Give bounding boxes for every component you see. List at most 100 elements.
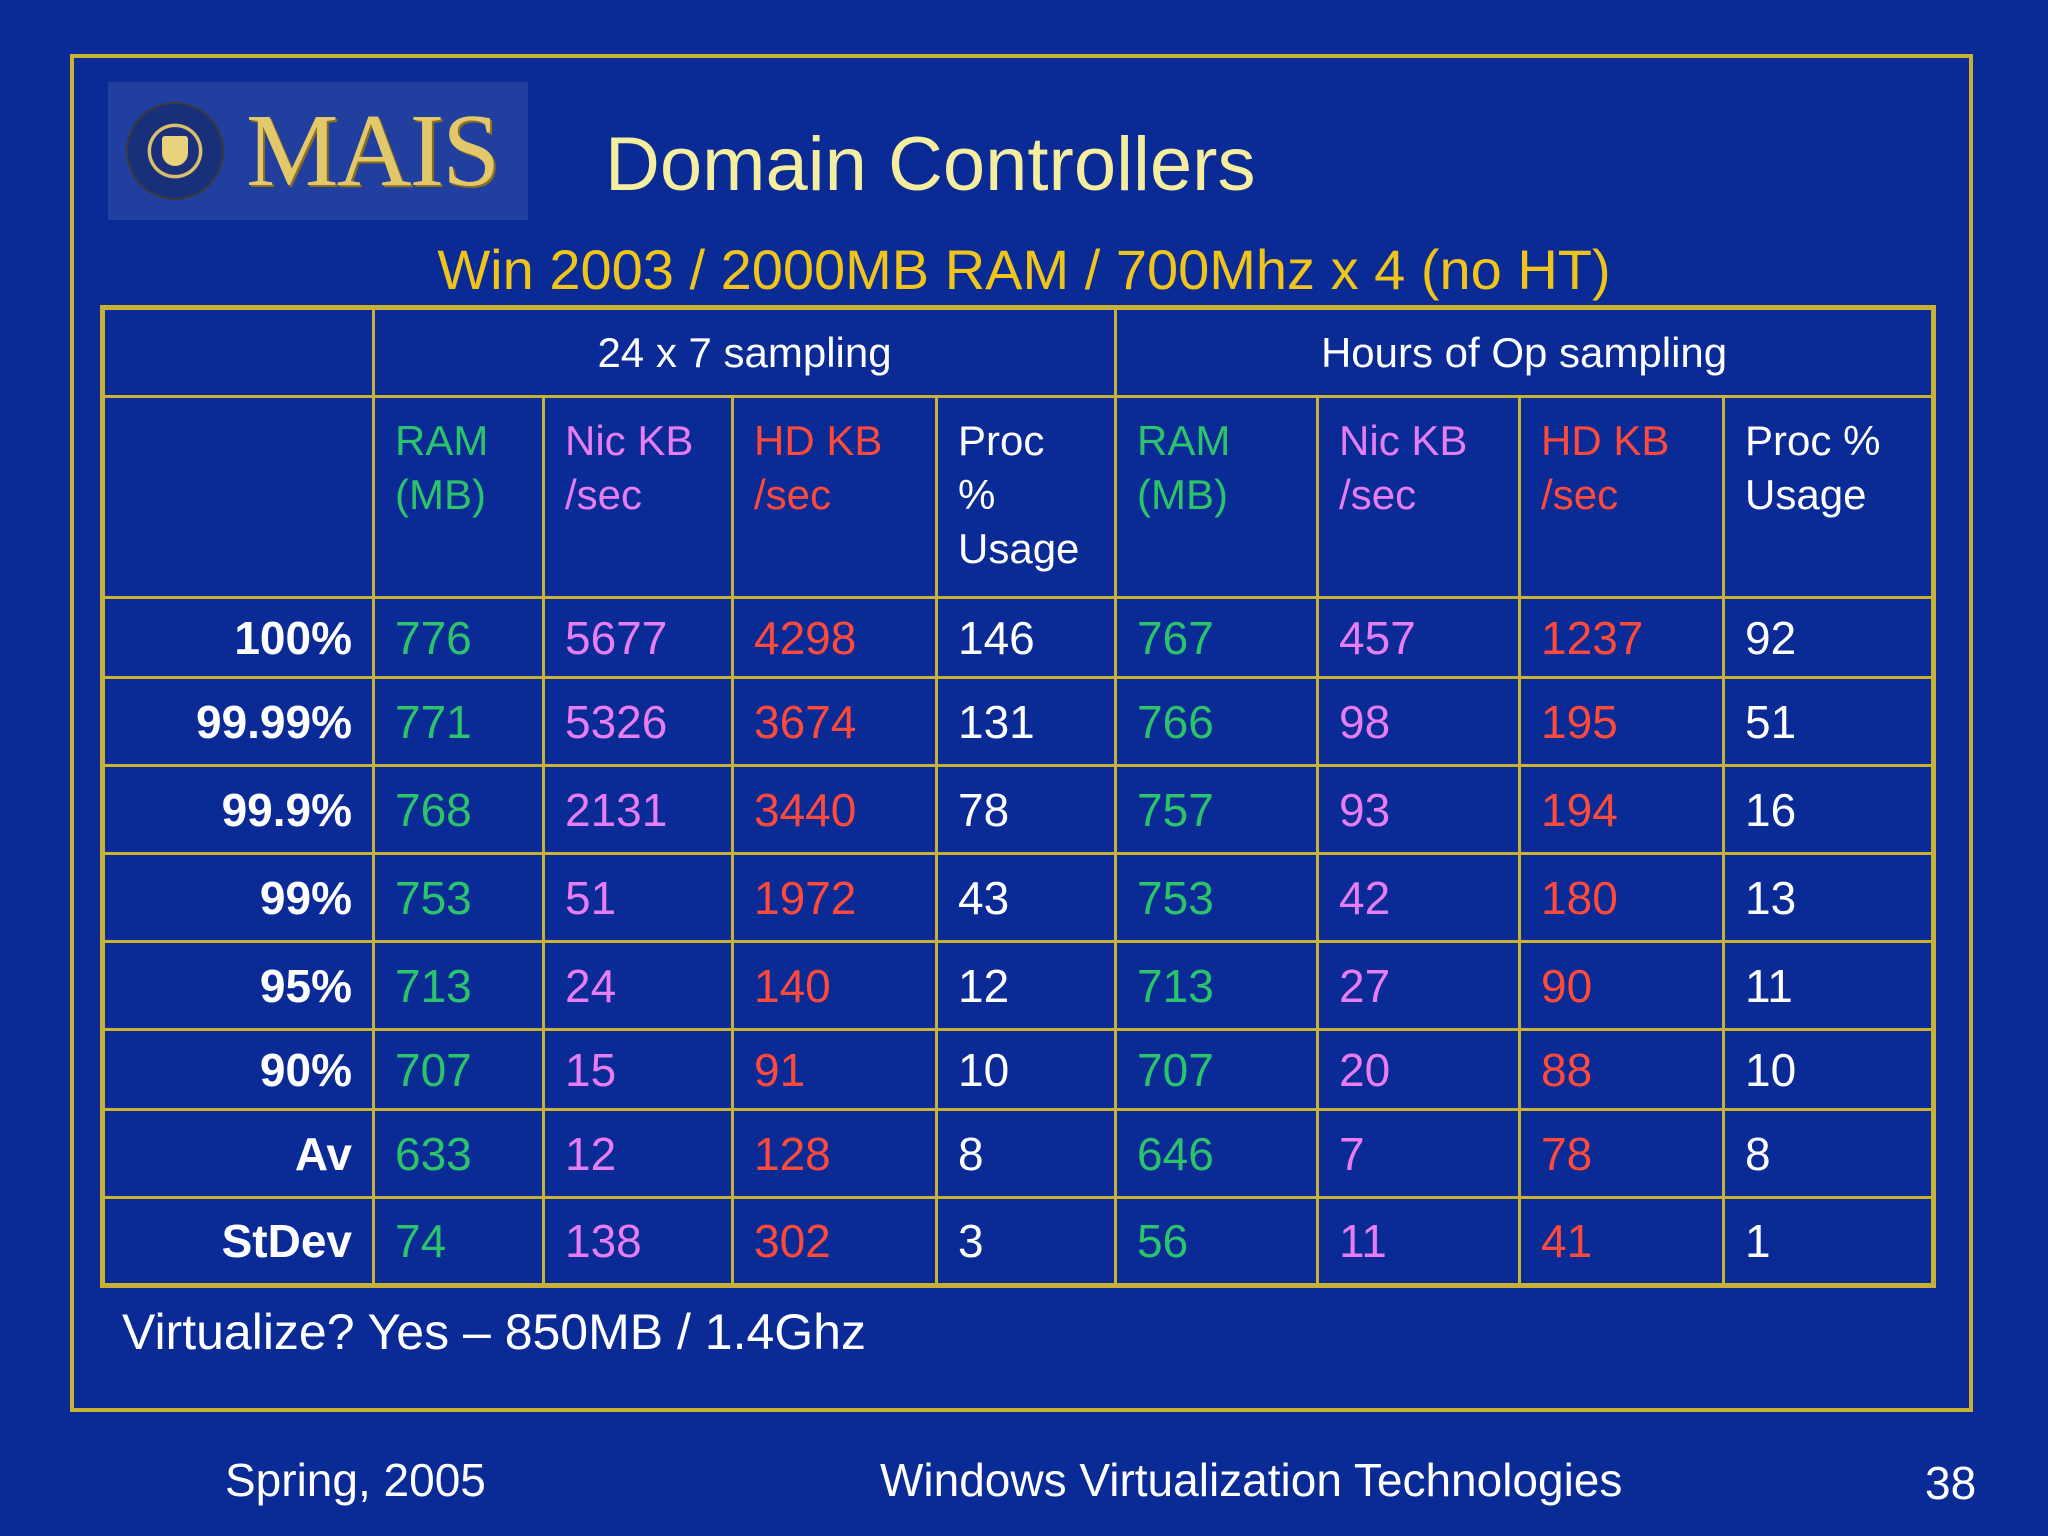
cell-proc-usage: 16 [1722,764,1936,855]
cell-nic-kb-sec: 93 [1316,764,1522,855]
cell-hd-kb-sec: 3440 [731,764,938,855]
cell-nic-kb-sec: 51 [542,852,734,943]
column-header-line: Usage [1745,471,1867,518]
column-header-proc-usage: Proc% Usage [934,395,1118,599]
cell-ram-mb: 56 [1114,1196,1320,1287]
cell-hd-kb-sec: 302 [731,1196,938,1287]
column-header-line: /sec [1541,471,1619,518]
cell-nic-kb-sec: 15 [542,1028,734,1111]
column-header-line: HD KB [754,417,883,464]
column-header-line: Nic KB [565,417,694,464]
cell-hd-kb-sec: 180 [1518,852,1726,943]
column-header-line: /sec [1339,471,1417,518]
table-row: 90% 707 15 91 10 707 20 88 10 [101,1028,1936,1111]
cell-hd-kb-sec: 194 [1518,764,1726,855]
column-header-line: Nic KB [1339,417,1468,464]
cell-nic-kb-sec: 138 [542,1196,734,1287]
column-header-proc-usage: Proc % Usage [1722,395,1936,599]
footer-presentation-title: Windows Virtualization Technologies [880,1454,1623,1506]
cell-ram-mb: 707 [372,1028,545,1111]
cell-proc-usage: 12 [934,940,1118,1031]
table-row: Av 633 12 128 8 646 7 78 8 [101,1108,1936,1199]
cell-hd-kb-sec: 1972 [731,852,938,943]
row-label: 99.9% [101,764,375,855]
metrics-table: 24 x 7 sampling Hours of Op sampling RAM… [100,305,1937,1288]
cell-hd-kb-sec: 195 [1518,676,1726,767]
table-row: 100% 776 5677 4298 146 767 457 1237 92 [101,596,1936,679]
cell-proc-usage: 10 [934,1028,1118,1111]
column-header-line: RAM [1137,417,1231,464]
column-header-ram-mb: RAM (MB) [1114,395,1320,599]
cell-hd-kb-sec: 128 [731,1108,938,1199]
cell-ram-mb: 713 [1114,940,1320,1031]
cell-nic-kb-sec: 2131 [542,764,734,855]
cell-nic-kb-sec: 7 [1316,1108,1522,1199]
cell-hd-kb-sec: 140 [731,940,938,1031]
cell-ram-mb: 757 [1114,764,1320,855]
cell-nic-kb-sec: 24 [542,940,734,1031]
cell-nic-kb-sec: 42 [1316,852,1522,943]
cell-ram-mb: 768 [372,764,545,855]
cell-nic-kb-sec: 11 [1316,1196,1522,1287]
corner-cell [101,306,375,398]
column-header-line: (MB) [1137,471,1229,518]
cell-ram-mb: 753 [1114,852,1320,943]
cell-nic-kb-sec: 5326 [542,676,734,767]
cell-ram-mb: 766 [1114,676,1320,767]
cell-ram-mb: 753 [372,852,545,943]
column-header-line: (MB) [395,471,486,518]
seal-shield-icon [162,136,188,166]
column-header-hd-kb-sec: HD KB/sec [1518,395,1726,599]
cell-ram-mb: 767 [1114,596,1320,679]
cell-ram-mb: 707 [1114,1028,1320,1111]
group-header-row: 24 x 7 sampling Hours of Op sampling [101,306,1936,398]
row-label: 99% [101,852,375,943]
table-row: 99% 753 51 1972 43 753 42 180 13 [101,852,1936,943]
cell-hd-kb-sec: 3674 [731,676,938,767]
footer-date: Spring, 2005 [225,1454,486,1506]
corner-cell [101,395,375,599]
cell-proc-usage: 10 [1722,1028,1936,1111]
cell-hd-kb-sec: 41 [1518,1196,1726,1287]
cell-nic-kb-sec: 5677 [542,596,734,679]
column-header-line: /sec [565,471,643,518]
page-number: 38 [1925,1457,1977,1509]
row-label: 100% [101,596,375,679]
column-header-line: Proc [958,417,1045,464]
cell-proc-usage: 3 [934,1196,1118,1287]
column-header-hd-kb-sec: HD KB/sec [731,395,938,599]
table-row: 99.9% 768 2131 3440 78 757 93 194 16 [101,764,1936,855]
cell-nic-kb-sec: 20 [1316,1028,1522,1111]
row-label: 95% [101,940,375,1031]
column-header-line: Proc % [1745,417,1881,464]
cell-proc-usage: 1 [1722,1196,1936,1287]
column-header-line: HD KB [1541,417,1670,464]
cell-nic-kb-sec: 27 [1316,940,1522,1031]
group-hours-of-op-header: Hours of Op sampling [1114,306,1936,398]
cell-proc-usage: 13 [1722,852,1936,943]
row-label: 90% [101,1028,375,1111]
cell-hd-kb-sec: 1237 [1518,596,1726,679]
cell-ram-mb: 776 [372,596,545,679]
cell-hd-kb-sec: 78 [1518,1108,1726,1199]
row-label: Av [101,1108,375,1199]
logo-wordmark: MAIS [246,93,500,208]
table-row: 95% 713 24 140 12 713 27 90 11 [101,940,1936,1031]
cell-proc-usage: 131 [934,676,1118,767]
column-header-ram-mb: RAM (MB) [372,395,545,599]
cell-proc-usage: 11 [1722,940,1936,1031]
cell-ram-mb: 713 [372,940,545,1031]
cell-nic-kb-sec: 457 [1316,596,1522,679]
cell-hd-kb-sec: 4298 [731,596,938,679]
cell-proc-usage: 146 [934,596,1118,679]
cell-ram-mb: 646 [1114,1108,1320,1199]
column-header-line: /sec [754,471,832,518]
virtualize-conclusion: Virtualize? Yes – 850MB / 1.4Ghz [122,1304,866,1360]
cell-hd-kb-sec: 88 [1518,1028,1726,1111]
column-header-line: % [958,471,996,518]
cell-proc-usage: 8 [934,1108,1118,1199]
group-24x7-header: 24 x 7 sampling [371,306,1118,398]
column-header-line: RAM [395,417,489,464]
cell-hd-kb-sec: 91 [731,1028,938,1111]
cell-proc-usage: 78 [934,764,1118,855]
